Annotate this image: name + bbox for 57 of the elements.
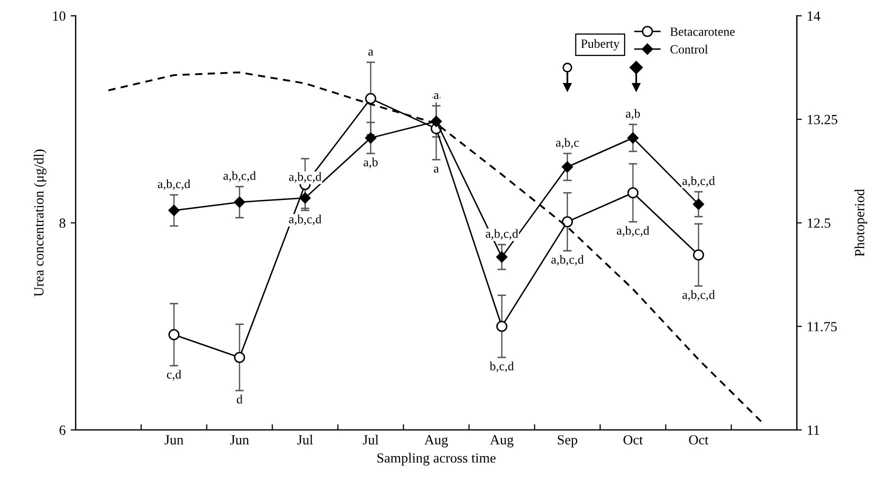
point [627,187,639,198]
point [692,249,704,260]
point [562,216,573,228]
y2-axis-title: Photoperiod [854,189,868,256]
point [692,198,704,210]
y-tick-label: 8 [59,218,66,228]
data-label: a,b,c,d [289,214,322,226]
point [562,161,573,173]
data-label: a,b,c,d [551,254,584,266]
y2-tick-label: 13.25 [808,114,838,124]
point [168,329,180,340]
data-label: a,b,c [556,138,579,149]
data-label: a,b,c,d [223,171,256,182]
y-axis-title: Urea concentration (μg/dl) [34,150,46,296]
point [365,132,376,144]
annotation: Puberty [581,39,620,50]
point [168,204,180,216]
y-tick-label: 6 [60,426,66,435]
legend-label: Control [670,44,708,54]
data-label: a,b,c,d [682,176,715,187]
point [234,352,246,363]
y2-tick-label: 12.5 [808,218,830,228]
data-label: a [434,93,439,100]
data-label: a,b,c,d [616,226,650,237]
data-label: a,b,c,d [289,172,322,183]
point [365,93,376,104]
data-label: b,c,d [490,362,514,372]
point [234,196,246,208]
y-tick-label: 10 [53,11,66,21]
x-tick-label: Aug [424,435,448,448]
point [496,251,508,263]
data-label: a [368,50,374,56]
x-tick-label: Oct [623,435,643,445]
point [627,132,639,144]
data-label: a,b,c,d [158,179,190,190]
x-tick-label: Aug [490,435,514,448]
x-tick-label: Sep [558,435,578,448]
x-tick-label: Jun [164,435,184,445]
point [299,192,311,204]
data-label: c,d [166,370,182,380]
x-tick-label: Jul [297,434,313,445]
point [496,320,508,332]
legend-label: Betacarotene [670,28,735,36]
x-tick-label: Oct [689,435,708,445]
x-tick-label: Jul [362,434,378,445]
data-label: a,b,c,d [486,229,518,240]
x-tick-label: Jun [230,435,249,445]
y2-tick-label: 11.75 [808,322,837,332]
data-label: a,b [626,108,640,120]
data-label: a,b [364,158,378,168]
x-axis-title: Sampling across time [377,452,496,466]
data-label: d [236,394,242,404]
data-label: a [434,166,439,173]
point [430,116,442,127]
y2-tick-label: 14 [808,11,820,21]
y2-tick-label: 11 [808,426,820,435]
data-label: a,b,c,d [682,290,715,301]
